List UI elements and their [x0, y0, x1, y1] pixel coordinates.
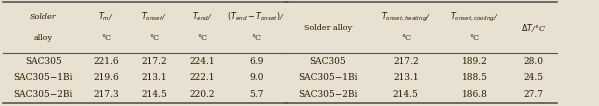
- Text: 213.1: 213.1: [393, 73, 419, 82]
- Text: SAC305−1Bi: SAC305−1Bi: [14, 73, 73, 82]
- Text: SAC305: SAC305: [25, 57, 62, 66]
- Text: $T_{end}$/: $T_{end}$/: [192, 11, 213, 23]
- Text: 189.2: 189.2: [462, 57, 488, 66]
- Text: $(T_{end}-T_{onset})$/: $(T_{end}-T_{onset})$/: [227, 11, 285, 23]
- Text: 24.5: 24.5: [523, 73, 543, 82]
- Text: 27.7: 27.7: [523, 90, 543, 99]
- Text: SAC305−2Bi: SAC305−2Bi: [298, 90, 358, 99]
- Text: 217.2: 217.2: [393, 57, 419, 66]
- Text: SAC305−1Bi: SAC305−1Bi: [298, 73, 358, 82]
- Text: 224.1: 224.1: [189, 57, 215, 66]
- Text: °C: °C: [401, 34, 411, 42]
- Text: Solder: Solder: [30, 13, 57, 21]
- Text: 5.7: 5.7: [249, 90, 264, 99]
- Text: °C: °C: [470, 34, 480, 42]
- Text: SAC305: SAC305: [310, 57, 346, 66]
- Text: 220.2: 220.2: [189, 90, 215, 99]
- Text: 6.9: 6.9: [249, 57, 263, 66]
- Text: °C: °C: [149, 34, 159, 42]
- Text: °C: °C: [251, 34, 261, 42]
- Text: Solder alloy: Solder alloy: [304, 24, 352, 32]
- Text: 9.0: 9.0: [249, 73, 263, 82]
- Text: 219.6: 219.6: [93, 73, 119, 82]
- Text: $T_{onset,cooling}$/: $T_{onset,cooling}$/: [450, 10, 499, 24]
- Text: Solder alloy: Solder alloy: [304, 24, 352, 32]
- Text: $T_m$/: $T_m$/: [98, 11, 114, 23]
- Text: °C: °C: [197, 34, 207, 42]
- Text: 28.0: 28.0: [523, 57, 543, 66]
- Text: 221.6: 221.6: [93, 57, 119, 66]
- Text: alloy: alloy: [34, 34, 53, 42]
- Text: 217.2: 217.2: [141, 57, 167, 66]
- Text: $T_{onset}$/: $T_{onset}$/: [141, 11, 167, 23]
- Text: 214.5: 214.5: [141, 90, 167, 99]
- Text: 213.1: 213.1: [141, 73, 167, 82]
- Text: 222.1: 222.1: [189, 73, 215, 82]
- Text: 217.3: 217.3: [93, 90, 119, 99]
- Text: SAC305−2Bi: SAC305−2Bi: [14, 90, 73, 99]
- Text: 188.5: 188.5: [462, 73, 488, 82]
- Text: $T_{onset,heating}$/: $T_{onset,heating}$/: [381, 10, 431, 24]
- Text: $\Delta T$/°C: $\Delta T$/°C: [521, 22, 546, 34]
- Text: 186.8: 186.8: [462, 90, 488, 99]
- Text: °C: °C: [101, 34, 111, 42]
- Text: 214.5: 214.5: [393, 90, 419, 99]
